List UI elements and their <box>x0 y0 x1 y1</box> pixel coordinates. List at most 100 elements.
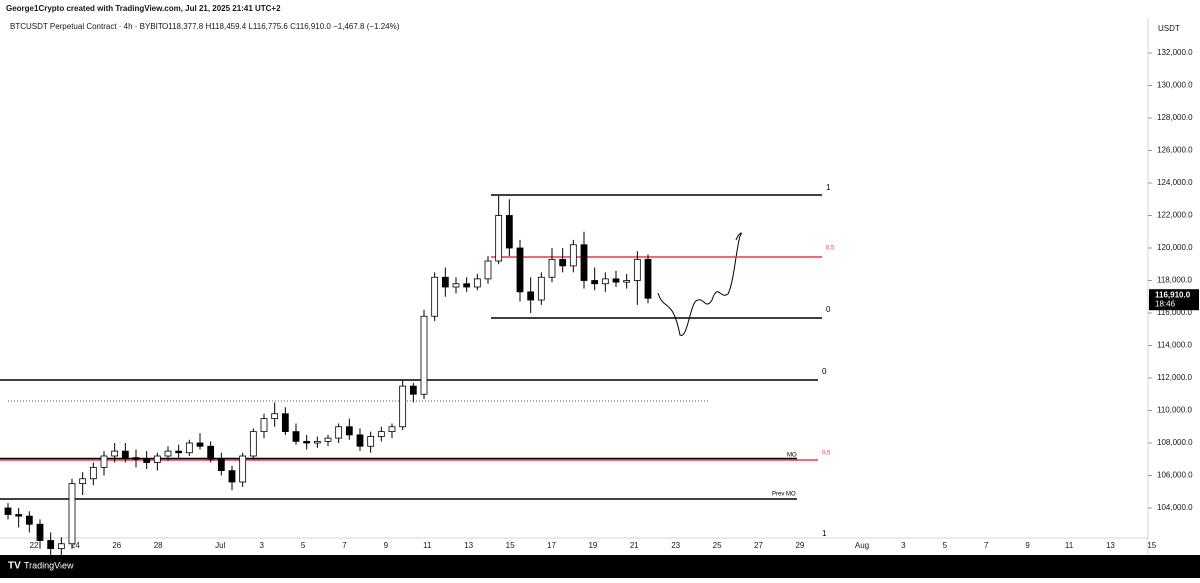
candle-body <box>281 413 289 433</box>
candle-body <box>431 276 439 317</box>
candle-body <box>228 470 236 483</box>
last-price-tag <box>1149 289 1199 311</box>
level-label: 0 <box>826 305 831 314</box>
x-tick-label: Jul <box>215 541 225 550</box>
candle-body <box>68 483 76 545</box>
candle-body <box>623 280 631 283</box>
candle-body <box>356 434 364 447</box>
x-tick-label: 24 <box>71 541 80 550</box>
candle-body <box>537 276 545 301</box>
candle-body <box>313 440 321 444</box>
x-tick-label: 22 <box>30 541 39 550</box>
footer-bar <box>0 555 1200 578</box>
countdown: 18:46 <box>1155 299 1176 308</box>
candle-body <box>207 445 215 460</box>
candle-body <box>15 514 23 517</box>
x-tick-label: 5 <box>301 541 306 550</box>
candle-body <box>569 244 577 267</box>
header-bar <box>0 0 1200 18</box>
y-tick-label: 132,000.0 <box>1157 48 1193 57</box>
candle-body <box>132 457 140 460</box>
candle-body <box>527 291 535 301</box>
hand-drawn-projection <box>657 232 742 336</box>
candle-body <box>601 278 609 285</box>
x-tick-label: 25 <box>713 541 722 550</box>
candle-body <box>100 455 108 468</box>
x-tick-label: 28 <box>154 541 163 550</box>
level-label: 1 <box>826 183 831 192</box>
x-tick-label: 15 <box>1147 541 1156 550</box>
y-tick-label: 112,000.0 <box>1157 373 1193 382</box>
candle-body <box>633 258 641 281</box>
candle-body <box>548 258 556 278</box>
candle-body <box>505 215 513 249</box>
x-tick-label: Aug <box>855 541 869 550</box>
candle-body <box>516 247 524 293</box>
candle-body <box>121 450 129 459</box>
y-tick-label: 104,000.0 <box>1157 503 1193 512</box>
y-tick-label: 130,000.0 <box>1157 81 1193 90</box>
y-tick-label: 116,000.0 <box>1157 308 1193 317</box>
level-label: 0.5 <box>822 451 831 457</box>
candle-body <box>335 426 343 439</box>
candle-body <box>57 543 65 550</box>
level-label: Prev MO <box>772 492 796 498</box>
candle-body <box>377 431 385 437</box>
last-price-label: 116,910.0 <box>1155 290 1191 299</box>
candle-body <box>644 258 652 299</box>
y-tick-label: 122,000.0 <box>1157 211 1193 220</box>
candle-body <box>89 466 97 480</box>
x-tick-label: 29 <box>795 541 804 550</box>
candle-body <box>452 283 460 288</box>
candle-body <box>367 436 375 447</box>
candle-body <box>292 431 300 442</box>
level-label: MO <box>787 453 797 459</box>
y-tick-label: 110,000.0 <box>1157 406 1193 415</box>
x-tick-label: 5 <box>943 541 948 550</box>
candle-body <box>324 437 332 442</box>
candle-body <box>484 260 492 280</box>
x-tick-label: 13 <box>464 541 473 550</box>
candle-body <box>399 385 407 428</box>
y-tick-label: 128,000.0 <box>1157 113 1193 122</box>
candle-body <box>271 413 279 420</box>
candle-body <box>260 418 268 433</box>
candle-body <box>249 431 257 457</box>
logo: TV <box>8 561 21 572</box>
candle-body <box>217 458 225 472</box>
candle-body <box>196 442 204 447</box>
candle-body <box>580 244 588 281</box>
level-label: 0.5 <box>826 246 835 252</box>
candle-body <box>185 442 193 454</box>
candle-body <box>495 215 503 262</box>
x-tick-label: 9 <box>1025 541 1030 550</box>
candle-body <box>239 455 247 483</box>
candle-body <box>591 280 599 285</box>
candle-body <box>36 523 44 541</box>
candle-body <box>473 278 481 288</box>
footer-brand: TradingView <box>24 560 74 570</box>
x-tick-label: 3 <box>901 541 906 550</box>
x-tick-label: 7 <box>984 541 989 550</box>
x-tick-label: 23 <box>671 541 680 550</box>
y-tick-label: 106,000.0 <box>1157 471 1193 480</box>
level-label: 1 <box>822 529 827 538</box>
candle-body <box>345 426 353 436</box>
y-tick-label: 114,000.0 <box>1157 341 1193 350</box>
candle-body <box>409 385 417 395</box>
candle-body <box>175 450 183 454</box>
x-tick-label: 19 <box>588 541 597 550</box>
candle-body <box>79 478 87 485</box>
candle-body <box>143 458 151 463</box>
x-tick-label: 13 <box>1106 541 1115 550</box>
candle-body <box>47 540 55 550</box>
symbol: BTCUSDT Perpetual Contract · 4h · BYBIT <box>10 22 163 31</box>
x-tick-label: 3 <box>259 541 264 550</box>
candle-body <box>4 507 12 515</box>
ohlc: O118,377.8 H118,459.4 L116,775.6 C116,91… <box>162 22 400 31</box>
level-label: 0 <box>822 367 827 376</box>
candle-body <box>164 450 172 457</box>
y-tick-label: 108,000.0 <box>1157 438 1193 447</box>
y-axis-label: USDT <box>1158 24 1180 33</box>
